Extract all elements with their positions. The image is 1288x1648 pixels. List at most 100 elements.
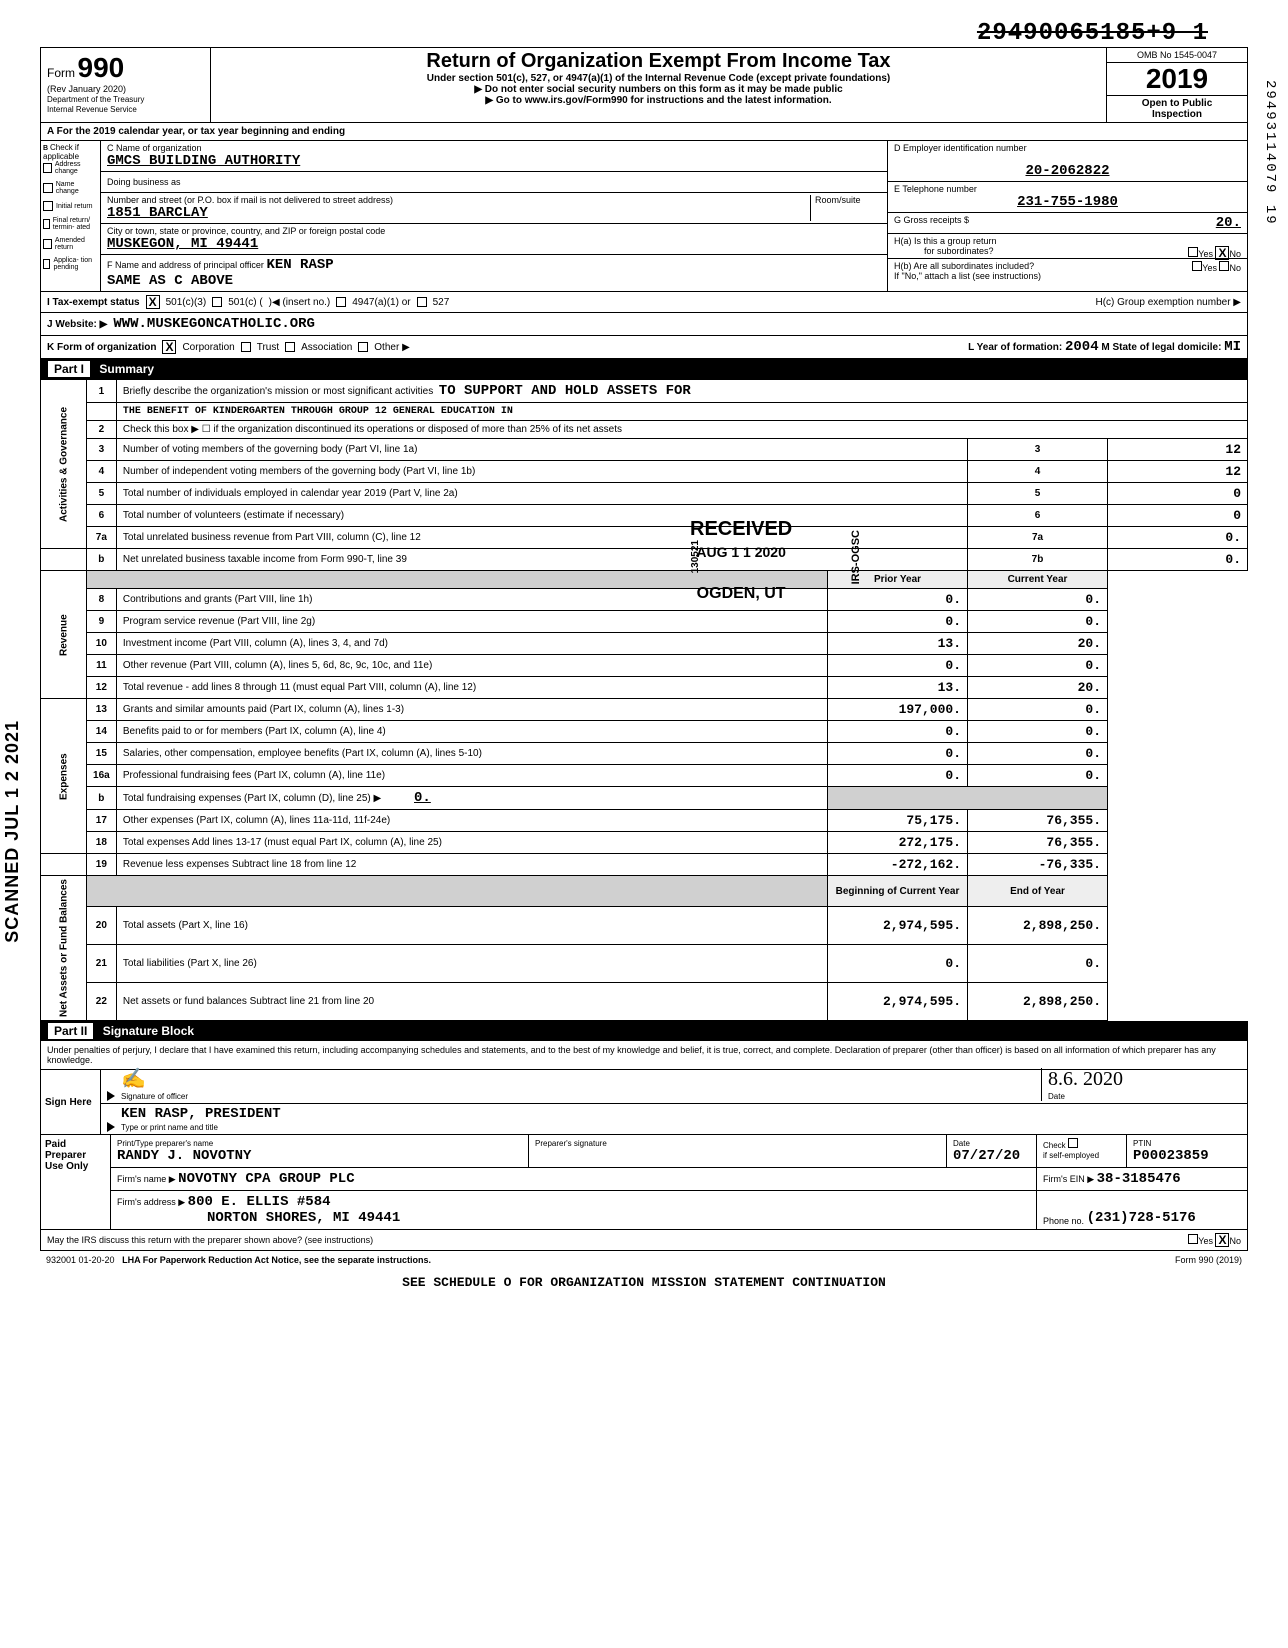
current-value: 0. bbox=[968, 655, 1108, 677]
prior-value: 0. bbox=[828, 765, 968, 787]
b-label: B bbox=[43, 145, 48, 152]
firm-addr2: NORTON SHORES, MI 49441 bbox=[117, 1210, 400, 1226]
4947-checkbox[interactable] bbox=[336, 297, 346, 307]
part-1-title: Summary bbox=[99, 362, 154, 376]
hb-yes-checkbox[interactable] bbox=[1192, 261, 1202, 271]
firm-name: NOVOTNY CPA GROUP PLC bbox=[178, 1171, 354, 1187]
prior-value: 2,974,595. bbox=[828, 983, 968, 1021]
preparer-date-label: Date bbox=[953, 1139, 970, 1148]
street-address: 1851 BARCLAY bbox=[107, 205, 208, 221]
line-k-l: K Form of organization XCorporation Trus… bbox=[40, 336, 1248, 359]
form-arrow2: ▶ Go to www.irs.gov/Form990 for instruct… bbox=[217, 95, 1100, 106]
row-text: Program service revenue (Part VIII, line… bbox=[116, 611, 827, 633]
ha-yes: Yes bbox=[1198, 249, 1213, 259]
current-value: -76,335. bbox=[968, 854, 1108, 876]
corp-checkbox[interactable]: X bbox=[162, 340, 176, 354]
prior-value: 13. bbox=[828, 633, 968, 655]
other-checkbox[interactable] bbox=[358, 342, 368, 352]
g-gross-label: G Gross receipts $ bbox=[894, 215, 969, 231]
line-i-tax-status: I Tax-exempt status X501(c)(3) 501(c) ( … bbox=[40, 292, 1248, 313]
self-employed-checkbox[interactable] bbox=[1068, 1138, 1078, 1148]
irs-label: Internal Revenue Service bbox=[47, 105, 137, 114]
city-state-zip: MUSKEGON, MI 49441 bbox=[107, 236, 258, 252]
row-value: 12 bbox=[1108, 439, 1248, 461]
paid-preparer-label: Paid Preparer Use Only bbox=[41, 1135, 111, 1229]
schedule-o-note: SEE SCHEDULE O FOR ORGANIZATION MISSION … bbox=[40, 1269, 1248, 1296]
row-num: b bbox=[86, 787, 116, 810]
527-label: 527 bbox=[433, 297, 450, 308]
column-c-f: C Name of organization GMCS BUILDING AUT… bbox=[101, 141, 887, 291]
ha-no-checkbox[interactable]: X bbox=[1215, 246, 1229, 260]
row-num: 9 bbox=[86, 611, 116, 633]
501c3-label: 501(c)(3) bbox=[166, 297, 207, 308]
form-number-box: Form 990 (Rev January 2020) Department o… bbox=[41, 48, 211, 122]
row-num: 14 bbox=[86, 721, 116, 743]
state-domicile: MI bbox=[1224, 339, 1241, 355]
website-value: WWW.MUSKEGONCATHOLIC.ORG bbox=[113, 316, 315, 332]
column-b-checkboxes: B Check if applicable Address change Nam… bbox=[41, 141, 101, 291]
preparer-name: RANDY J. NOVOTNY bbox=[117, 1148, 251, 1164]
row-value: 12 bbox=[1108, 461, 1248, 483]
address-change-checkbox[interactable] bbox=[43, 163, 52, 173]
row-text: Briefly describe the organization's miss… bbox=[123, 386, 433, 397]
row-text: Total expenses Add lines 13-17 (must equ… bbox=[116, 832, 827, 854]
line-a: A For the 2019 calendar year, or tax yea… bbox=[40, 123, 1248, 141]
tax-year: 2019 bbox=[1107, 63, 1247, 95]
row-text: Total unrelated business revenue from Pa… bbox=[116, 527, 967, 549]
prior-value: -272,162. bbox=[828, 854, 968, 876]
row-text: Check this box ▶ ☐ if the organization d… bbox=[116, 421, 1247, 439]
assoc-checkbox[interactable] bbox=[285, 342, 295, 352]
row-num: 16a bbox=[86, 765, 116, 787]
current-value: 76,355. bbox=[968, 832, 1108, 854]
gross-receipts-value: 20. bbox=[1216, 215, 1241, 231]
row-text: Other expenses (Part IX, column (A), lin… bbox=[116, 810, 827, 832]
501c-checkbox[interactable] bbox=[212, 297, 222, 307]
i-label: I Tax-exempt status bbox=[47, 297, 140, 308]
row-text: Revenue less expenses Subtract line 18 f… bbox=[116, 854, 827, 876]
527-checkbox[interactable] bbox=[417, 297, 427, 307]
row-text: Number of voting members of the governin… bbox=[116, 439, 967, 461]
name-change-label: Name change bbox=[56, 181, 98, 195]
m-label: M State of legal domicile: bbox=[1101, 342, 1221, 353]
final-return-checkbox[interactable] bbox=[43, 219, 50, 229]
officer-name: KEN RASP bbox=[266, 257, 333, 273]
initial-return-checkbox[interactable] bbox=[43, 201, 53, 211]
501c-label: 501(c) ( bbox=[228, 297, 262, 308]
begin-year-header: Beginning of Current Year bbox=[828, 876, 968, 907]
part-1-label: Part I bbox=[48, 361, 90, 377]
name-change-checkbox[interactable] bbox=[43, 183, 53, 193]
part-2-title: Signature Block bbox=[103, 1024, 194, 1038]
501c3-checkbox[interactable]: X bbox=[146, 295, 160, 309]
discuss-no-checkbox[interactable]: X bbox=[1215, 1233, 1229, 1247]
ptin-value: P00023859 bbox=[1133, 1148, 1209, 1164]
4947-label: 4947(a)(1) or bbox=[352, 297, 410, 308]
open-public: Open to Public bbox=[1142, 98, 1213, 109]
row-num: 1 bbox=[86, 380, 116, 403]
discuss-yes: Yes bbox=[1198, 1236, 1213, 1246]
prior-value: 2,974,595. bbox=[828, 907, 968, 945]
ha-yes-checkbox[interactable] bbox=[1188, 247, 1198, 257]
cell-num: 7a bbox=[968, 527, 1108, 549]
discuss-yes-checkbox[interactable] bbox=[1188, 1234, 1198, 1244]
row-num: 22 bbox=[86, 983, 116, 1021]
amended-return-checkbox[interactable] bbox=[43, 239, 52, 249]
final-return-label: Final return/ termin- ated bbox=[53, 217, 98, 231]
prior-value: 0. bbox=[828, 655, 968, 677]
current-value: 0. bbox=[968, 699, 1108, 721]
prior-value: 0. bbox=[828, 721, 968, 743]
current-value: 0. bbox=[968, 589, 1108, 611]
application-pending-checkbox[interactable] bbox=[43, 259, 50, 269]
c-name-label: C Name of organization bbox=[107, 143, 202, 153]
end-year-header: End of Year bbox=[968, 876, 1108, 907]
year-formation: 2004 bbox=[1065, 339, 1099, 355]
row-text: Other revenue (Part VIII, column (A), li… bbox=[116, 655, 827, 677]
prior-value: 0. bbox=[828, 945, 968, 983]
row-num: 13 bbox=[86, 699, 116, 721]
current-value: 2,898,250. bbox=[968, 983, 1108, 1021]
omb-box: OMB No 1545-0047 2019 Open to Public Ins… bbox=[1107, 48, 1247, 122]
trust-checkbox[interactable] bbox=[241, 342, 251, 352]
row-text: Net assets or fund balances Subtract lin… bbox=[116, 983, 827, 1021]
prior-value: 0. bbox=[828, 589, 968, 611]
tab-expenses: Expenses bbox=[41, 699, 87, 854]
hb-no-checkbox[interactable] bbox=[1219, 261, 1229, 271]
